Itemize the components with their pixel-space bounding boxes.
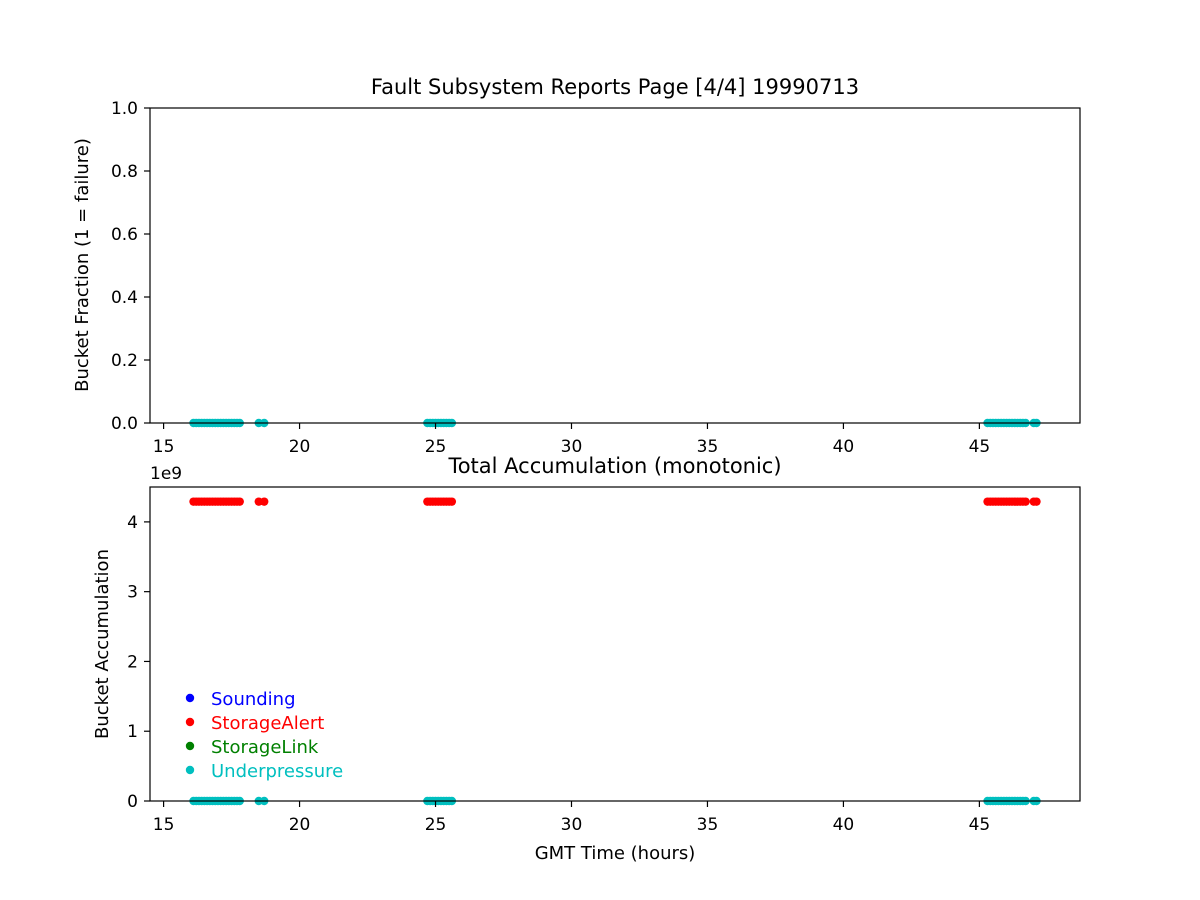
top-chart-y-axis-label: Bucket Fraction (1 = failure) (72, 138, 93, 392)
bottom-chart-y-offset-label: 1e9 (150, 464, 182, 484)
bottom-chart-panel: Total Accumulation (monotonic) 1e9 Bucke… (92, 454, 1081, 864)
top-chart-x-tick-label: 35 (697, 437, 719, 457)
legend-label-storagealert: StorageAlert (211, 713, 324, 734)
bottom-chart-y-ticks: 0 1 2 3 4 (127, 513, 150, 812)
top-chart-x-tick-label: 30 (561, 437, 583, 457)
top-chart-panel: Fault Subsystem Reports Page [4/4] 19990… (72, 75, 1081, 457)
legend-marker-storagealert (185, 717, 195, 727)
top-chart-x-ticks: 15 20 25 30 35 40 45 (153, 423, 990, 457)
bottom-chart-x-tick-label: 20 (289, 815, 311, 835)
bottom-chart-legend: Sounding StorageAlert StorageLink Underpres… (185, 689, 343, 782)
bottom-chart-y-tick-label: 0 (127, 792, 138, 812)
legend-label-underpressure: Underpressure (211, 761, 343, 782)
bottom-chart-x-tick-label: 30 (561, 815, 583, 835)
top-chart-plot-frame (149, 107, 1081, 424)
top-chart-x-tick-label: 45 (969, 437, 991, 457)
top-chart-x-tick-label: 25 (425, 437, 447, 457)
top-chart-marks (189, 418, 1041, 428)
bottom-chart-x-tick-label: 40 (833, 815, 855, 835)
top-chart-x-tick-label: 40 (833, 437, 855, 457)
top-chart-y-tick-label: 0.0 (111, 414, 138, 434)
bottom-chart-point-storagealert (260, 497, 269, 506)
bottom-chart-y-tick-label: 4 (127, 513, 138, 533)
bottom-chart-point-storagealert (1032, 497, 1041, 506)
bottom-chart-x-tick-label: 35 (697, 815, 719, 835)
bottom-chart-plot-frame (149, 486, 1081, 802)
top-chart-y-tick-label: 0.2 (111, 351, 138, 371)
bottom-chart-y-tick-label: 1 (127, 722, 138, 742)
bottom-chart-y-axis-label: Bucket Accumulation (92, 549, 113, 739)
top-chart-y-tick-label: 0.6 (111, 225, 138, 245)
legend-marker-underpressure (185, 765, 195, 775)
top-chart-y-ticks: 0.0 0.2 0.4 0.6 0.8 1.0 (111, 99, 150, 434)
legend-label-sounding: Sounding (211, 689, 296, 710)
bottom-chart-x-axis-label: GMT Time (hours) (535, 843, 696, 864)
bottom-chart-y-tick-label: 3 (127, 583, 138, 603)
top-chart-y-tick-label: 0.8 (111, 162, 138, 182)
top-chart-y-tick-label: 0.4 (111, 288, 138, 308)
bottom-chart-y-tick-label: 2 (127, 652, 138, 672)
legend-label-storagelink: StorageLink (211, 737, 319, 758)
top-chart-title: Fault Subsystem Reports Page [4/4] 19990… (371, 75, 859, 99)
bottom-chart-x-tick-label: 25 (425, 815, 447, 835)
bottom-chart-title: Total Accumulation (monotonic) (447, 454, 781, 478)
bottom-chart-point-storagealert (447, 497, 457, 506)
top-chart-x-tick-label: 15 (153, 437, 175, 457)
legend-marker-sounding (185, 693, 195, 703)
bottom-chart-x-tick-label: 45 (969, 815, 991, 835)
bottom-chart-x-ticks: 15 20 25 30 35 40 45 (153, 801, 990, 835)
bottom-chart-point-storagealert (1021, 497, 1030, 506)
bottom-chart-x-tick-label: 15 (153, 815, 175, 835)
legend-marker-storagelink (185, 741, 195, 751)
top-chart-x-tick-label: 20 (289, 437, 311, 457)
top-chart-y-tick-label: 1.0 (111, 99, 138, 119)
bottom-chart-point-storagealert (235, 497, 244, 506)
